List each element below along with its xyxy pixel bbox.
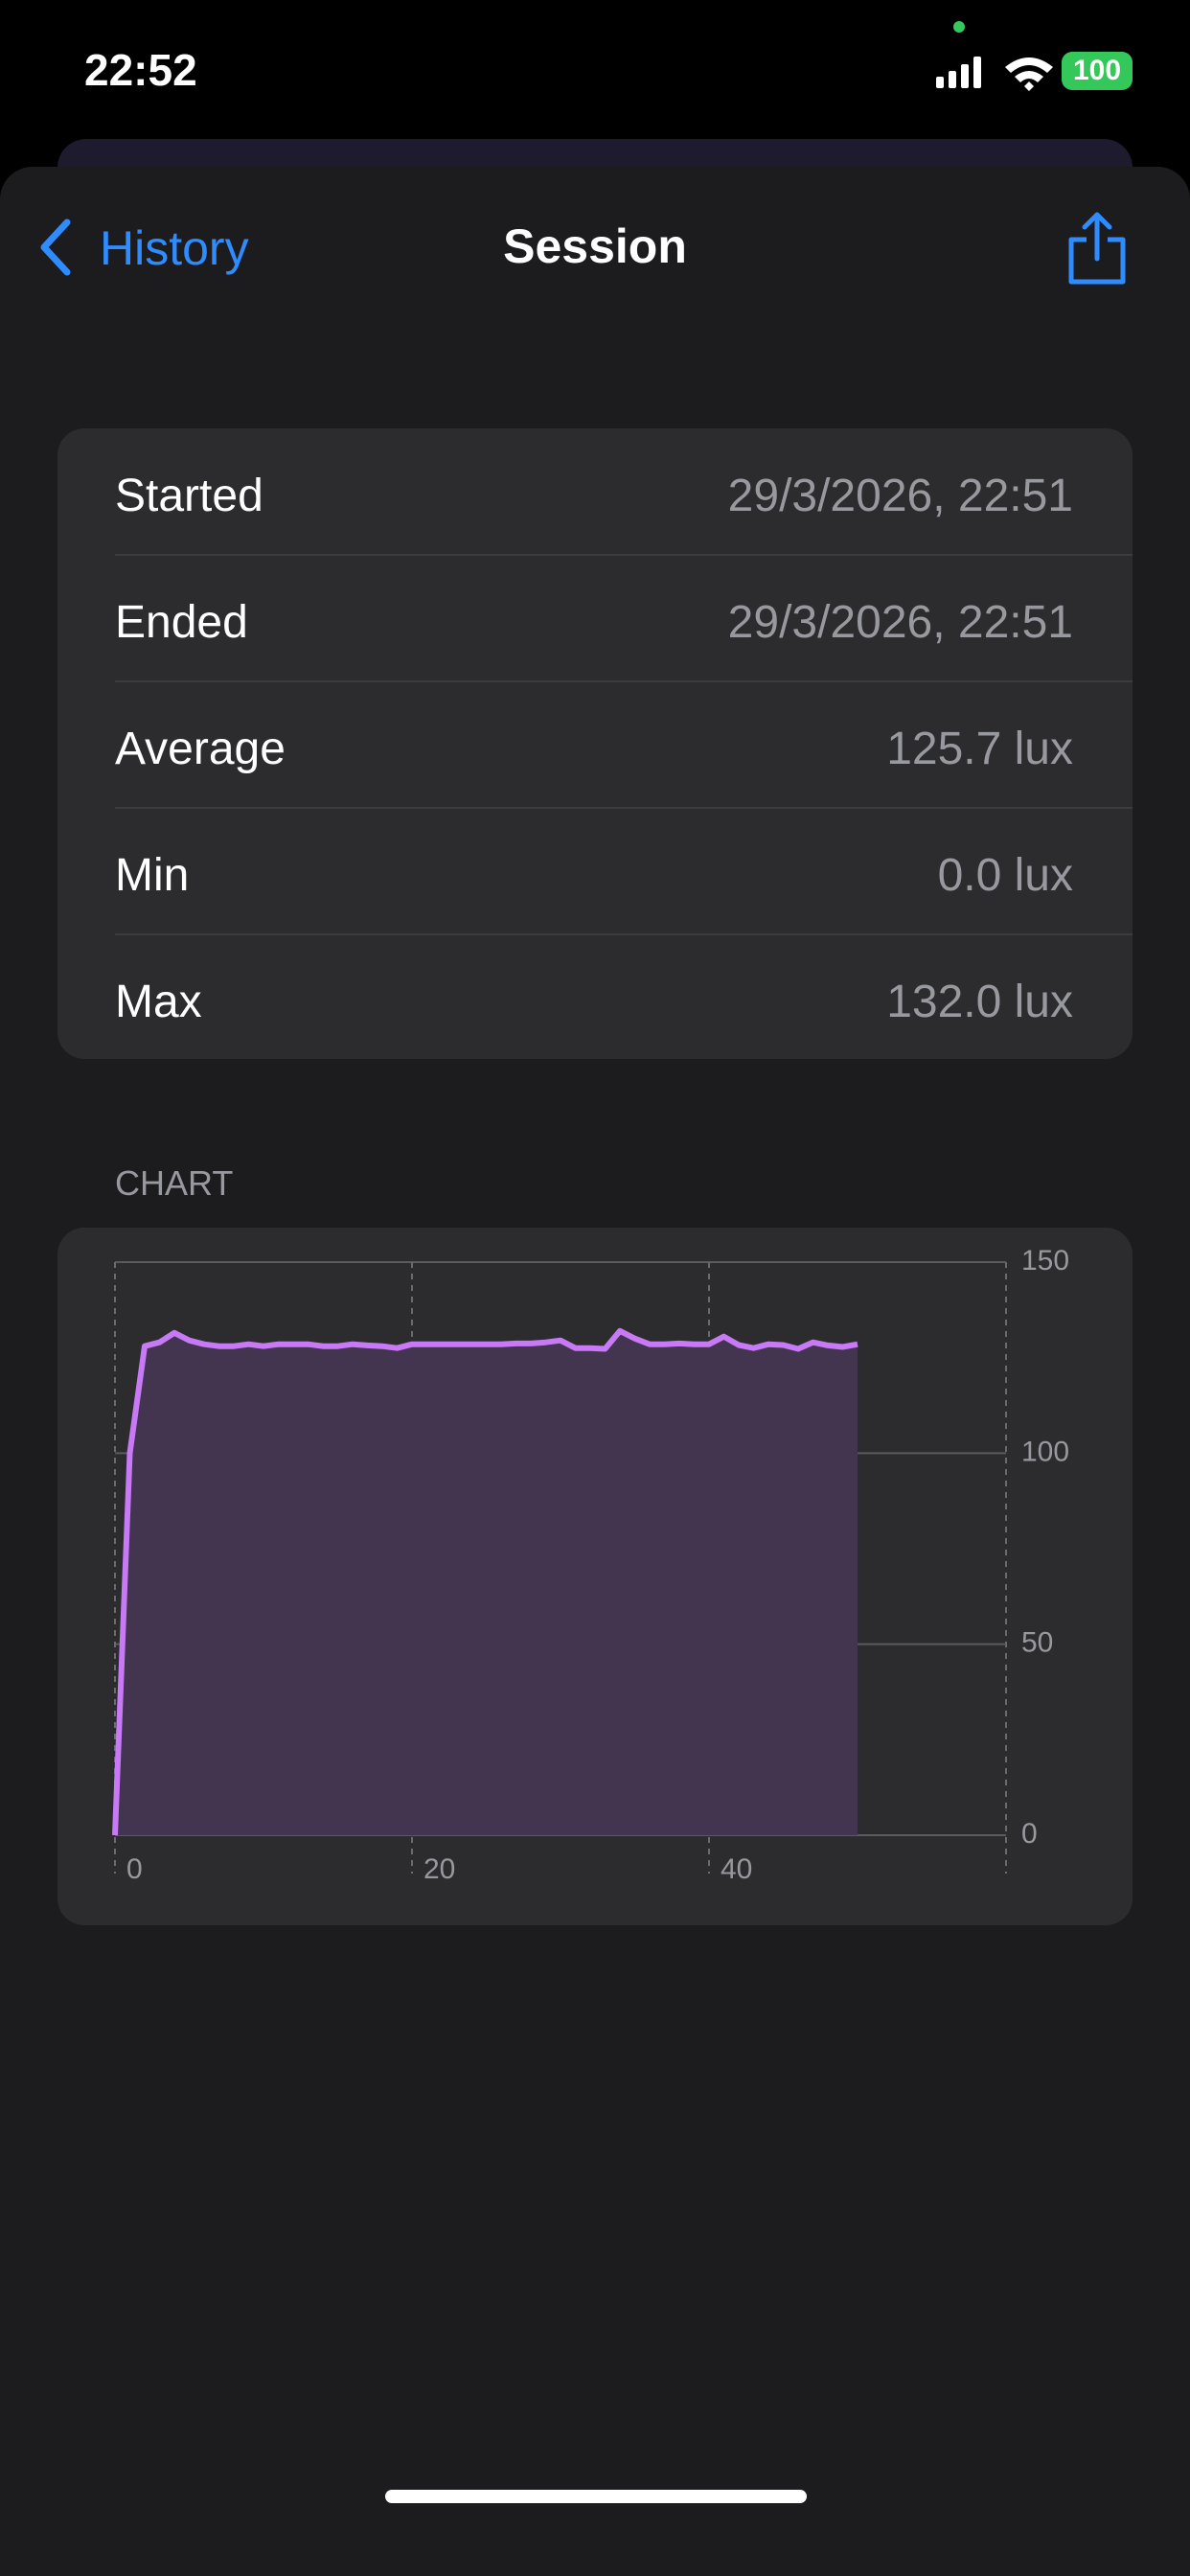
separator [115,554,1133,556]
separator [115,933,1133,935]
separator [115,680,1133,682]
row-label: Ended [115,597,248,648]
back-button[interactable]: History [100,221,249,275]
row-value: 29/3/2026, 22:51 [727,597,1073,648]
y-tick-label: 100 [1021,1436,1069,1467]
separator [115,807,1133,809]
nav-title: Session [503,219,687,273]
row-value: 125.7 lux [886,724,1073,774]
row-value: 0.0 lux [937,850,1073,901]
y-tick-label: 0 [1021,1818,1038,1850]
y-tick-label: 50 [1021,1627,1053,1659]
area [115,1330,858,1835]
row-value: 132.0 lux [886,977,1073,1027]
x-tick-label: 40 [721,1853,752,1885]
row-label: Min [115,850,190,901]
x-tick-label: 20 [423,1853,455,1885]
row-label: Average [115,724,286,774]
row-label: Started [115,471,263,521]
privacy-dot [953,21,965,33]
details-card [57,428,1133,1059]
home-indicator [385,2490,807,2503]
back-chevron[interactable] [36,218,75,276]
section-header: CHART [115,1163,234,1203]
share-button[interactable] [1065,211,1129,288]
battery: 100 [1062,52,1133,90]
status-time: 22:52 [84,45,197,95]
line [112,1327,858,1836]
x-tick-label: 0 [126,1853,143,1885]
y-tick-label: 150 [1021,1245,1069,1276]
row-value: 29/3/2026, 22:51 [727,471,1073,521]
signal-wifi [936,57,1053,91]
row-label: Max [115,977,202,1027]
